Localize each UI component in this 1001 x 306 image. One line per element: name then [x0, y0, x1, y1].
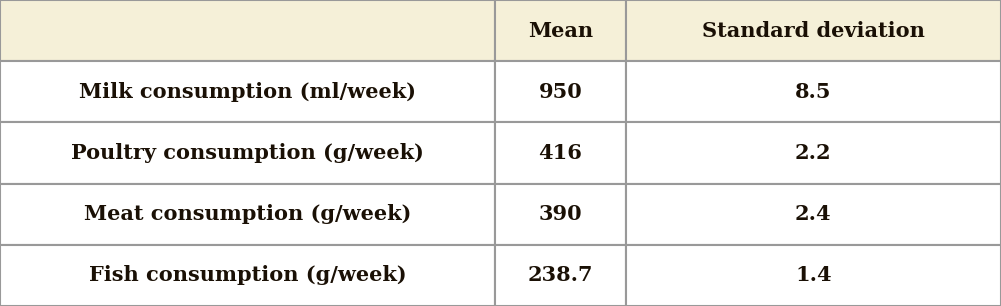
Text: Fish consumption (g/week): Fish consumption (g/week) — [89, 265, 406, 285]
Bar — [626, 0, 1001, 61]
Bar — [626, 184, 1001, 245]
Bar — [626, 245, 1001, 306]
Bar — [626, 61, 1001, 122]
Bar — [626, 122, 1001, 184]
Text: 2.2: 2.2 — [795, 143, 832, 163]
Text: Mean: Mean — [528, 21, 594, 41]
Text: Meat consumption (g/week): Meat consumption (g/week) — [84, 204, 411, 224]
Bar — [0, 0, 495, 61]
Text: 416: 416 — [539, 143, 583, 163]
Text: Standard deviation: Standard deviation — [702, 21, 925, 41]
Text: Poultry consumption (g/week): Poultry consumption (g/week) — [71, 143, 424, 163]
Bar — [495, 184, 626, 245]
Bar — [0, 245, 495, 306]
Text: 950: 950 — [539, 82, 583, 102]
Bar — [0, 61, 495, 122]
Bar — [0, 122, 495, 184]
Bar — [0, 184, 495, 245]
Text: 238.7: 238.7 — [528, 265, 594, 285]
Bar — [495, 61, 626, 122]
Bar — [495, 122, 626, 184]
Text: 8.5: 8.5 — [795, 82, 832, 102]
Text: 390: 390 — [539, 204, 583, 224]
Text: 2.4: 2.4 — [795, 204, 832, 224]
Bar — [495, 245, 626, 306]
Text: 1.4: 1.4 — [795, 265, 832, 285]
Text: Milk consumption (ml/week): Milk consumption (ml/week) — [79, 82, 416, 102]
Bar — [495, 0, 626, 61]
